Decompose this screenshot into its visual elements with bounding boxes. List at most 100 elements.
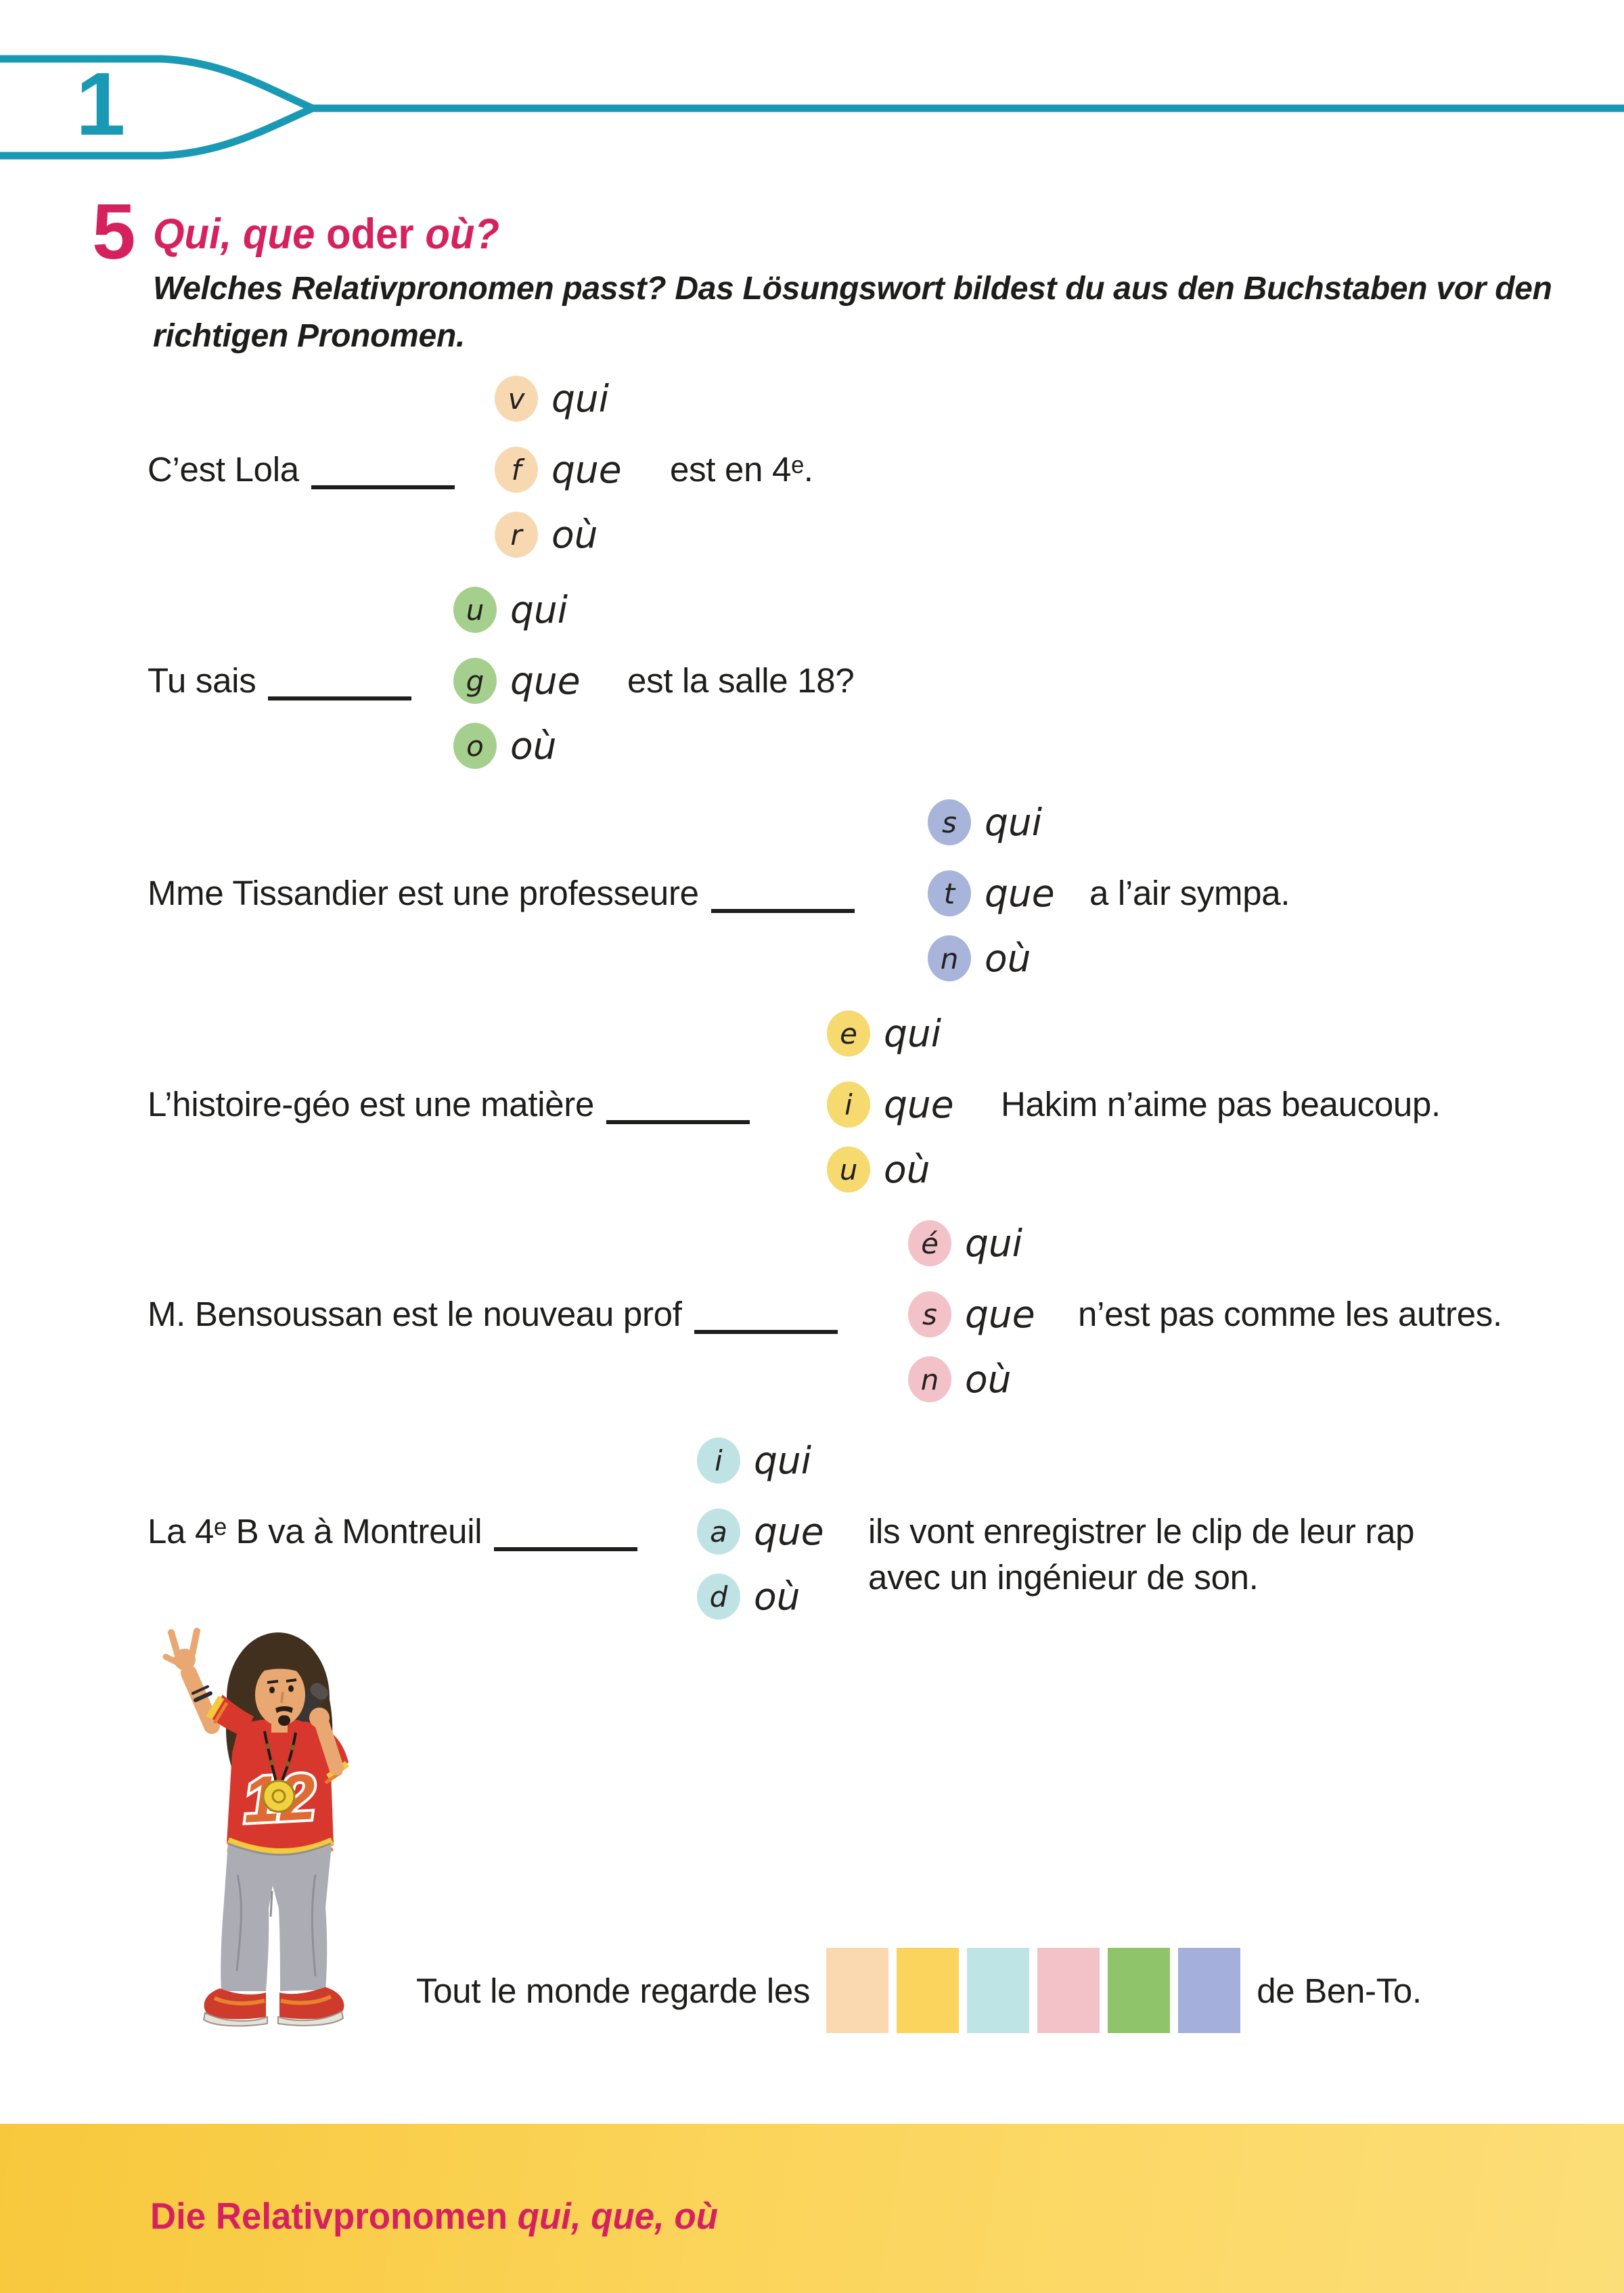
instructions-line-1: Welches Relativpronomen passt? Das Lösun… xyxy=(153,271,1552,307)
solution-box xyxy=(826,1948,889,2033)
option-pronoun: qui xyxy=(965,1222,1023,1265)
title-plain: oder xyxy=(315,210,426,258)
option-letter: u xyxy=(839,1153,858,1186)
option-row: a que xyxy=(697,1509,824,1555)
option-letter-circle: n xyxy=(928,935,971,981)
exercise-title: Qui, que oder où? xyxy=(153,210,500,258)
footer-title: Die Relativpronomen qui, que, où xyxy=(150,2194,718,2238)
instructions-line-2: richtigen Pronomen. xyxy=(153,318,466,354)
option-row: e qui xyxy=(827,1010,941,1056)
sentence-start-text: Mme Tissandier est une professeure xyxy=(148,874,699,912)
option-letter: d xyxy=(709,1580,728,1613)
sentence-start-text: L’histoire-géo est une matière xyxy=(148,1085,595,1123)
option-group: é qui s que n où xyxy=(908,1220,1260,1403)
solution-box xyxy=(1037,1948,1100,2033)
option-row: i que xyxy=(827,1082,954,1128)
option-pronoun: où xyxy=(754,1575,800,1618)
solution-box xyxy=(1178,1948,1241,2033)
option-row: s que xyxy=(908,1291,1035,1337)
option-group: e qui i que u où xyxy=(827,1010,1179,1193)
sentence-start: M. Bensoussan est le nouveau prof xyxy=(148,1287,838,1341)
sentence-end: Hakim n’aime pas beaucoup. xyxy=(1001,1085,1441,1123)
option-letter-circle: d xyxy=(697,1574,740,1620)
option-pronoun: que xyxy=(965,1293,1035,1336)
answer-blank xyxy=(694,1330,838,1334)
option-pronoun: qui xyxy=(884,1012,942,1055)
option-row: d où xyxy=(697,1574,800,1620)
option-letter: g xyxy=(466,664,484,698)
option-pronoun: où xyxy=(965,1358,1012,1401)
exercise-number: 5 xyxy=(92,187,136,275)
option-letter-circle: a xyxy=(697,1509,740,1555)
option-letter-circle: n xyxy=(908,1356,951,1402)
title-italic-1: Qui, que xyxy=(153,210,315,258)
option-letter-circle: s xyxy=(928,799,971,845)
option-row: v qui xyxy=(495,376,609,422)
option-letter-circle: i xyxy=(827,1082,870,1128)
instructions: Welches Relativpronomen passt? Das Lösun… xyxy=(153,265,1552,360)
solution-suffix: de Ben-To. xyxy=(1257,1971,1422,2010)
solution-prefix: Tout le monde regarde les xyxy=(416,1971,811,2010)
sentence-start: La 4ᵉ B va à Montreuil xyxy=(148,1505,638,1559)
solution-box xyxy=(967,1948,1030,2033)
option-row: o où xyxy=(453,723,557,769)
answer-blank xyxy=(606,1120,750,1124)
option-row: u qui xyxy=(453,587,568,633)
option-letter: v xyxy=(508,382,525,416)
option-row: s qui xyxy=(928,799,1042,845)
sentence-end-line-2: avec un ingénieur de son. xyxy=(868,1558,1259,1597)
option-pronoun: où xyxy=(985,937,1031,980)
solution-sentence: Tout le monde regarde les de Ben-To. xyxy=(416,1946,1422,2034)
sentence-start: C’est Lola xyxy=(148,443,455,497)
option-letter-circle: v xyxy=(495,376,538,422)
answer-blank xyxy=(311,485,455,489)
sentence-start-text: La 4ᵉ B va à Montreuil xyxy=(148,1512,482,1551)
option-letter-circle: u xyxy=(827,1146,870,1193)
option-letter: f xyxy=(511,453,522,487)
option-letter-circle: é xyxy=(908,1220,951,1266)
option-letter: t xyxy=(943,876,955,910)
footer-title-plain: Die Relativpronomen xyxy=(150,2195,518,2237)
option-letter-circle: r xyxy=(495,512,538,558)
option-row: r où xyxy=(495,512,598,558)
sentence-start: L’histoire-géo est une matière xyxy=(148,1077,750,1132)
sentence-start: Mme Tissandier est une professeure xyxy=(148,866,855,920)
unit-number: 1 xyxy=(76,54,126,154)
sentence-end: n’est pas comme les autres. xyxy=(1078,1295,1502,1333)
option-pronoun: qui xyxy=(985,801,1043,844)
option-letter-circle: f xyxy=(495,447,538,493)
option-pronoun: où xyxy=(510,724,557,767)
sentence-end: est la salle 18? xyxy=(627,661,855,700)
option-group: i qui a que d où xyxy=(697,1438,1049,1620)
sentence-end: a l’air sympa. xyxy=(1089,874,1290,912)
option-group: s qui t que n où xyxy=(928,799,1280,982)
option-row: g que xyxy=(453,658,581,704)
option-row: n où xyxy=(908,1356,1012,1402)
sentence-start-text: Tu sais xyxy=(148,661,256,700)
option-group: v qui f que r où xyxy=(495,376,847,558)
option-letter-circle: e xyxy=(827,1010,870,1056)
option-letter: o xyxy=(466,729,484,763)
option-letter-circle: t xyxy=(928,870,971,916)
option-pronoun: que xyxy=(551,448,622,491)
option-letter: é xyxy=(921,1226,939,1260)
option-letter-circle: i xyxy=(697,1438,740,1484)
option-letter: r xyxy=(510,518,522,552)
footer-title-pronouns: qui, que, où xyxy=(517,2195,719,2237)
option-row: u où xyxy=(827,1146,930,1193)
option-pronoun: que xyxy=(754,1510,824,1553)
answer-blank xyxy=(494,1547,638,1551)
sentence-start: Tu sais xyxy=(148,654,412,708)
option-letter-circle: g xyxy=(453,658,497,704)
footer-band: Die Relativpronomen qui, que, où xyxy=(0,2124,1624,2293)
option-pronoun: qui xyxy=(754,1439,812,1482)
option-group: u qui g que o où xyxy=(453,587,805,770)
sentence-end: ils vont enregistrer le clip de leur rap… xyxy=(868,1509,1415,1601)
sentence-end-line-1: ils vont enregistrer le clip de leur rap xyxy=(868,1512,1415,1551)
option-letter: s xyxy=(922,1297,937,1331)
option-row: i qui xyxy=(697,1438,811,1484)
option-letter: n xyxy=(920,1362,939,1396)
answer-blank xyxy=(268,696,412,700)
title-italic-2: où? xyxy=(425,210,500,258)
